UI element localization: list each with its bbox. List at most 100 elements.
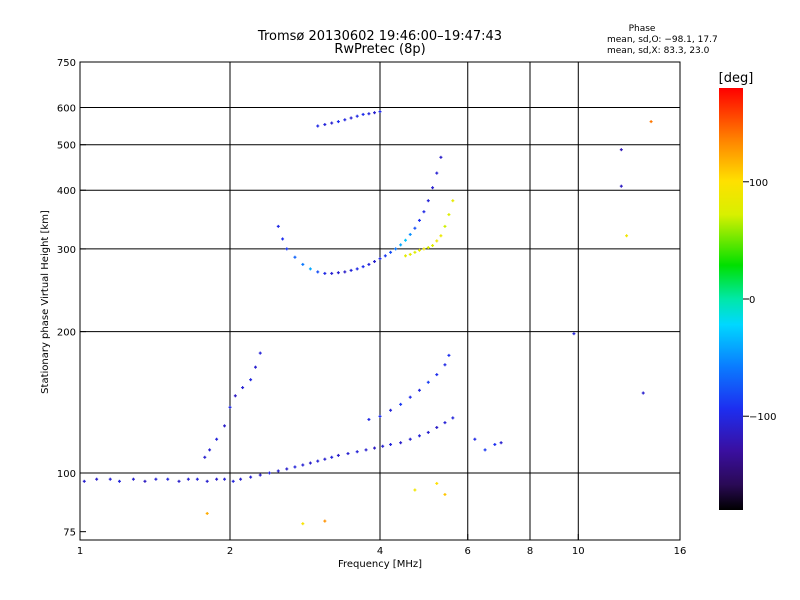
colorbar-ticks: 100 0 −100 xyxy=(743,178,776,423)
echo-point xyxy=(258,351,262,355)
echo-point xyxy=(316,270,320,274)
echo-point xyxy=(355,114,359,118)
echo-point xyxy=(373,260,377,264)
echo-point xyxy=(373,111,377,115)
echo-point xyxy=(399,441,403,445)
echo-point xyxy=(403,254,407,258)
echo-point xyxy=(285,467,289,471)
echo-point xyxy=(131,477,135,481)
echo-point xyxy=(649,120,653,124)
echo-point xyxy=(285,247,289,251)
echo-point xyxy=(417,388,421,392)
colorbar-tick-label: 0 xyxy=(749,295,755,306)
echo-point xyxy=(276,469,280,473)
echo-point xyxy=(249,378,253,382)
x-tick-label: 8 xyxy=(527,546,533,557)
echo-point xyxy=(143,479,147,483)
y-tick-label: 100 xyxy=(57,469,76,480)
y-tick-label: 300 xyxy=(57,245,76,256)
echo-point xyxy=(435,171,439,175)
echo-point xyxy=(82,479,86,483)
chart-title-line2: RwPretec (8p) xyxy=(334,42,425,57)
echo-point xyxy=(378,414,382,418)
echo-point xyxy=(619,184,623,188)
y-tick-label: 200 xyxy=(57,328,76,339)
echo-point xyxy=(361,112,365,116)
echo-point xyxy=(378,110,382,114)
echo-point xyxy=(336,120,340,124)
echo-point xyxy=(431,244,435,248)
y-tick-label: 400 xyxy=(57,186,76,197)
echo-point xyxy=(625,234,629,238)
echo-point xyxy=(435,481,439,485)
echo-point xyxy=(439,155,443,159)
echo-point xyxy=(195,477,199,481)
echo-point xyxy=(323,271,327,275)
echo-point xyxy=(233,394,237,398)
echo-point xyxy=(276,224,280,228)
colorbar-tick-label: −100 xyxy=(749,412,776,423)
echo-point xyxy=(417,218,421,222)
echo-point xyxy=(426,246,430,250)
echo-point xyxy=(426,430,430,434)
x-tick-label: 1 xyxy=(77,546,83,557)
echo-point xyxy=(408,395,412,399)
echo-point xyxy=(330,455,334,459)
echo-point xyxy=(641,391,645,395)
echo-point xyxy=(95,477,99,481)
echo-point xyxy=(389,250,393,254)
echo-point xyxy=(493,442,497,446)
echo-point xyxy=(413,250,417,254)
phase-x-line: mean, sd,X: 83.3, 23.0 xyxy=(607,46,710,56)
echo-point xyxy=(367,417,371,421)
grid-lines xyxy=(80,62,680,540)
echo-point xyxy=(483,448,487,452)
echo-point xyxy=(399,402,403,406)
echo-point xyxy=(451,416,455,420)
x-tick-label: 2 xyxy=(227,546,233,557)
echo-point xyxy=(355,450,359,454)
colorbar-label: [deg] xyxy=(719,71,754,86)
echo-point xyxy=(293,465,297,469)
y-tick-labels: 75 100 200 300 400 500 600 750 xyxy=(57,58,76,539)
axis-ticks xyxy=(79,61,681,540)
echo-point xyxy=(231,479,235,483)
echo-point xyxy=(422,247,426,251)
echo-point xyxy=(301,262,305,266)
echo-point xyxy=(323,457,327,461)
echo-point xyxy=(355,267,359,271)
echo-point xyxy=(389,442,393,446)
echo-point xyxy=(205,511,209,515)
echo-point xyxy=(253,365,257,369)
echo-point xyxy=(399,243,403,247)
echo-point xyxy=(443,421,447,425)
y-axis-label: Stationary phase Virtual Height [km] xyxy=(40,210,51,394)
x-axis-label: Frequency [MHz] xyxy=(338,559,422,570)
echo-point xyxy=(323,519,327,523)
echo-point xyxy=(349,268,353,272)
echo-point xyxy=(417,434,421,438)
x-tick-label: 16 xyxy=(674,546,687,557)
echo-point xyxy=(336,453,340,457)
x-tick-label: 4 xyxy=(377,546,383,557)
echo-point xyxy=(223,424,227,428)
phase-heading: Phase xyxy=(629,24,656,34)
echo-point xyxy=(203,455,207,459)
echo-point xyxy=(447,353,451,357)
colorbar-tick-label: 100 xyxy=(749,178,768,189)
echo-point xyxy=(408,232,412,236)
echo-point xyxy=(413,488,417,492)
x-tick-label: 10 xyxy=(572,546,585,557)
echo-point xyxy=(301,463,305,467)
echo-point xyxy=(451,199,455,203)
echo-point xyxy=(361,265,365,269)
y-tick-label: 600 xyxy=(57,104,76,115)
echo-point xyxy=(215,437,219,441)
echo-point xyxy=(443,492,447,496)
y-tick-label: 750 xyxy=(57,58,76,69)
echo-point xyxy=(208,448,212,452)
echo-point xyxy=(408,437,412,441)
echo-point xyxy=(426,380,430,384)
echo-points xyxy=(82,110,653,526)
